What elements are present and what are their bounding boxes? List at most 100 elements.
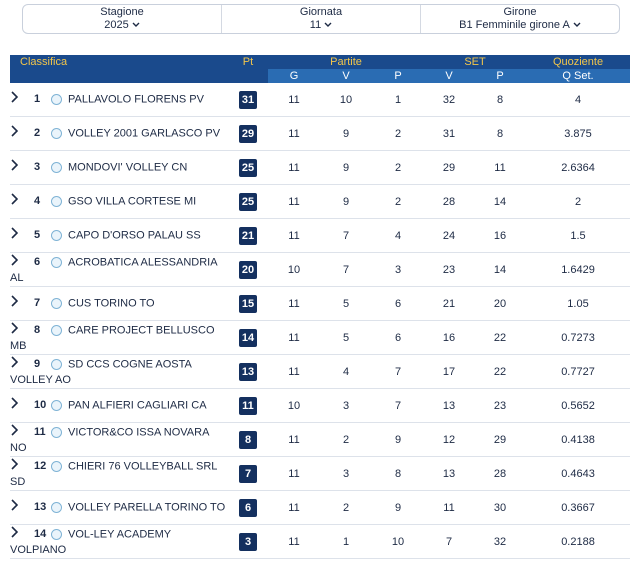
rank: 7: [34, 297, 41, 310]
sets-won: 31: [424, 116, 475, 151]
sets-won: 12: [424, 422, 475, 457]
sets-lost: 20: [474, 286, 527, 321]
expand-button[interactable]: [10, 125, 26, 142]
team-row: 11 VICTOR&CO ISSA NOVARA NO 8 11 2 9 12 29 0.413…: [10, 422, 631, 457]
team-logo: [51, 298, 62, 309]
expand-button[interactable]: [10, 253, 26, 271]
played: 11: [268, 320, 320, 355]
lost: 6: [372, 286, 425, 321]
lost: 1: [372, 83, 425, 117]
subheader-cell: P: [474, 69, 527, 83]
points-badge: 7: [239, 464, 257, 483]
header-pt: Pt: [228, 55, 268, 69]
team-logo: [51, 230, 62, 241]
filter-value: 2025: [104, 19, 129, 31]
team-name: MONDOVI' VOLLEY CN: [68, 161, 188, 174]
lost: 8: [372, 456, 425, 491]
team-row: 3 MONDOVI' VOLLEY CN 25 11 9 2 29 11 2.6364: [10, 150, 631, 185]
lost: 4: [372, 218, 425, 253]
rank: 10: [34, 399, 47, 412]
points-badge: 25: [239, 158, 257, 177]
team-row: 6 ACROBATICA ALESSANDRIA AL 20 10 7 3 23 14 1.64…: [10, 252, 631, 287]
expand-button[interactable]: [10, 193, 26, 210]
team-name: CAPO D'ORSO PALAU SS: [68, 229, 201, 242]
played: 11: [268, 490, 320, 525]
points-cell: 13: [228, 354, 268, 389]
points-cell: 20: [228, 252, 268, 287]
team-row: 8 CARE PROJECT BELLUSCO MB 14 11 5 6 16 22 0.727…: [10, 320, 631, 355]
points-cell: 25: [228, 150, 268, 185]
filter-dropdown[interactable]: Stagione 2025: [23, 5, 221, 33]
expand-button[interactable]: [10, 423, 26, 441]
sets-lost: 32: [474, 524, 527, 559]
won: 9: [320, 116, 372, 151]
expand-button[interactable]: [10, 227, 26, 244]
team-name: VOLLEY PARELLA TORINO TO: [68, 501, 226, 514]
subheader-cell: P: [372, 69, 425, 83]
points-cell: 6: [228, 490, 268, 525]
rank: 12: [34, 459, 47, 472]
sets-won: 7: [424, 524, 475, 559]
rank: 8: [34, 323, 41, 336]
set-quotient: 0.3667: [526, 490, 631, 525]
expand-button[interactable]: [10, 499, 26, 516]
lost: 2: [372, 150, 425, 185]
expand-button[interactable]: [10, 321, 26, 339]
team-cell: 12 CHIERI 76 VOLLEYBALL SRL SD: [10, 456, 228, 491]
expand-button[interactable]: [10, 159, 26, 176]
filter-value: 11: [309, 19, 322, 31]
set-quotient: 2.6364: [526, 150, 631, 185]
sets-won: 21: [424, 286, 475, 321]
won: 10: [320, 83, 372, 117]
points-cell: 29: [228, 116, 268, 151]
rank: 2: [34, 127, 41, 140]
expand-button[interactable]: [10, 397, 26, 414]
points-badge: 13: [239, 362, 257, 381]
team-logo: [51, 426, 62, 438]
rank: 11: [34, 425, 46, 438]
expand-button[interactable]: [10, 525, 26, 543]
team-row: 7 CUS TORINO TO 15 11 5 6 21 20 1.05: [10, 286, 631, 321]
sets-won: 17: [424, 354, 475, 389]
set-quotient: 0.7273: [526, 320, 631, 355]
team-cell: 1 PALLAVOLO FLORENS PV: [10, 83, 228, 117]
team-cell: 14 VOL-LEY ACADEMY VOLPIANO: [10, 524, 228, 559]
team-row: 2 VOLLEY 2001 GARLASCO PV 29 11 9 2 31 8 3.875: [10, 116, 631, 151]
team-cell: 2 VOLLEY 2001 GARLASCO PV: [10, 116, 228, 151]
expand-button[interactable]: [10, 457, 26, 475]
lost: 2: [372, 116, 425, 151]
subheader-cell: Q Set.: [526, 69, 631, 83]
team-row: 10 PAN ALFIERI CAGLIARI CA 11 10 3 7 13 23 0.565…: [10, 388, 631, 423]
lost: 7: [372, 354, 425, 389]
points-cell: 31: [228, 83, 268, 117]
team-row: 1 PALLAVOLO FLORENS PV 31 11 10 1 32 8 4: [10, 83, 631, 117]
filter-dropdown[interactable]: Girone B1 Femminile girone A: [420, 5, 619, 33]
sets-lost: 22: [474, 320, 527, 355]
team-name: CARE PROJECT BELLUSCO MB: [10, 323, 215, 352]
filter-dropdown[interactable]: Giornata 11: [221, 5, 420, 33]
sets-lost: 22: [474, 354, 527, 389]
subheader-cell: V: [320, 69, 372, 83]
won: 3: [320, 388, 372, 423]
expand-button[interactable]: [10, 91, 26, 108]
won: 7: [320, 218, 372, 253]
rank: 9: [34, 357, 41, 370]
team-row: 13 VOLLEY PARELLA TORINO TO 6 11 2 9 11 30 0.366…: [10, 490, 631, 525]
set-quotient: 1.6429: [526, 252, 631, 287]
played: 11: [268, 286, 320, 321]
points-cell: 8: [228, 422, 268, 457]
played: 10: [268, 252, 320, 287]
sets-lost: 11: [474, 150, 527, 185]
points-badge: 15: [239, 294, 257, 313]
rank: 1: [34, 93, 41, 106]
sets-lost: 14: [474, 184, 527, 219]
set-quotient: 0.7727: [526, 354, 631, 389]
team-logo: [51, 460, 62, 472]
sets-won: 16: [424, 320, 475, 355]
won: 4: [320, 354, 372, 389]
team-cell: 6 ACROBATICA ALESSANDRIA AL: [10, 252, 228, 287]
expand-button[interactable]: [10, 295, 26, 312]
expand-button[interactable]: [10, 355, 26, 373]
points-badge: 8: [239, 430, 257, 449]
